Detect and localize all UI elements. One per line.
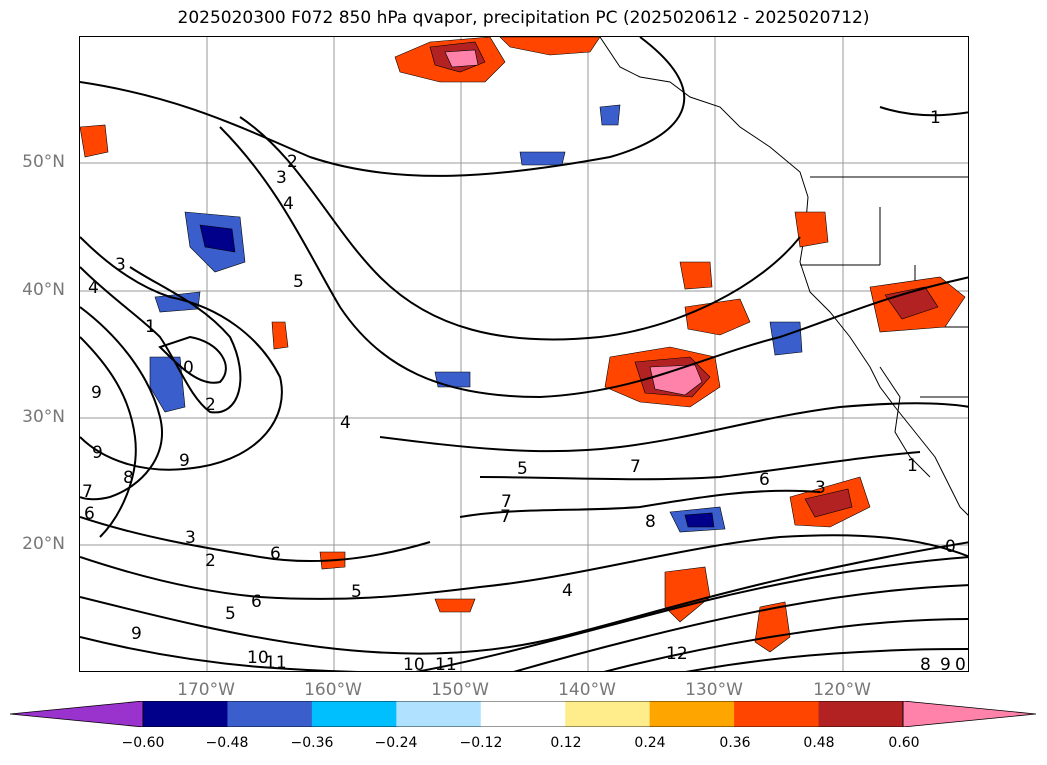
lon-label: 120°W [813,680,871,700]
contour-label: 5 [517,459,528,479]
contour-label: 2 [205,395,216,415]
colorbar-tick-label: 0.60 [888,735,920,751]
contour-label: 9 [92,443,103,463]
contour-label: 7 [630,457,641,477]
colorbar-outline [142,701,904,727]
colorbar-tick-label: −0.60 [121,735,165,751]
contour-label: 3 [276,168,287,188]
contour-label: 4 [340,413,351,433]
colorbar-tick-label: −0.48 [205,735,249,751]
graticule [80,37,968,671]
colorbar-segment [565,701,651,727]
colorbar-tick-label: 0.24 [634,735,666,751]
colorbar-tick-label: −0.36 [290,735,334,751]
contour-label: 11 [265,653,287,672]
colorbar-segment [143,701,228,727]
contour-label: 8 [920,655,931,672]
colorbar-tick-label: −0.12 [459,735,503,751]
contour-label: 11 [435,655,457,672]
contour-label: 9 [940,655,951,672]
colorbar-segment [227,701,313,727]
lat-label: 30°N [22,407,65,427]
contour-label: 5 [225,604,236,624]
contour-label: 8 [645,512,656,532]
colorbar-segment [480,701,566,727]
colorbar-extension-low [10,701,144,727]
contour-label: 6 [251,592,262,612]
contour-label: 1 [145,317,156,337]
contour-label: 10 [403,655,425,672]
contour-label: 0 [945,537,956,557]
contour-label: 8 [123,468,134,488]
contour-label: 9 [91,383,102,403]
colorbar-tick-label: −0.24 [374,735,418,751]
contour-label: 1 [907,456,918,476]
colorbar [10,701,1036,727]
lon-label: 150°W [431,680,489,700]
contour-label: 4 [283,194,294,214]
lon-label: 160°W [304,680,362,700]
lon-label: 140°W [558,680,616,700]
colorbar-segments [10,701,1036,727]
colorbar-segment [396,701,482,727]
contour-label: 1 [930,108,941,128]
contour-label: 6 [84,504,95,524]
colorbar-tick-label: 0.36 [719,735,751,751]
contour-label: 12 [666,644,688,664]
contour-label: 2 [205,551,216,571]
lat-label: 40°N [22,280,65,300]
contour-label: 4 [562,581,573,601]
colorbar-extension-high [902,701,1036,727]
contour-label: 7 [500,507,511,527]
contour-label: 3 [185,528,196,548]
map-panel: 1 2 3 4 5 3 4 1 0 2 9 9 8 7 6 9 3 2 5 6 … [79,36,969,672]
contour-label: 3 [815,478,826,498]
colorbar-tick-label: 0.48 [803,735,835,751]
qvapor-contours [80,37,968,671]
contour-label: 0 [183,358,194,378]
contour-label: 9 [179,451,190,471]
contour-label: 4 [88,278,99,298]
contour-label: 6 [759,470,770,490]
colorbar-segment [649,701,735,727]
figure-title: 2025020300 F072 850 hPa qvapor, precipit… [177,8,870,28]
contour-labels: 1 2 3 4 5 3 4 1 0 2 9 9 8 7 6 9 3 2 5 6 … [82,108,966,672]
contour-label: 5 [293,272,304,292]
colorbar-segment [311,701,397,727]
lat-label: 20°N [22,534,65,554]
colorbar-segment [818,701,904,727]
coastline [599,37,968,516]
lon-label: 130°W [685,680,743,700]
contour-label: 5 [351,582,362,602]
lon-label: 170°W [177,680,235,700]
colorbar-tick-label: 0.12 [550,735,582,751]
contour-label: 6 [270,544,281,564]
colorbar-segment [734,701,820,727]
contour-label: 2 [287,152,298,172]
contour-label: 10 [247,648,269,668]
map-canvas: 1 2 3 4 5 3 4 1 0 2 9 9 8 7 6 9 3 2 5 6 … [80,37,968,672]
precip-shading [80,37,966,653]
contour-label: 7 [82,482,93,502]
contour-label: 7 [501,492,512,512]
contour-label: 0 [955,655,966,672]
contour-label: 3 [115,255,126,275]
contour-label: 9 [131,624,142,644]
lat-label: 50°N [22,152,65,172]
